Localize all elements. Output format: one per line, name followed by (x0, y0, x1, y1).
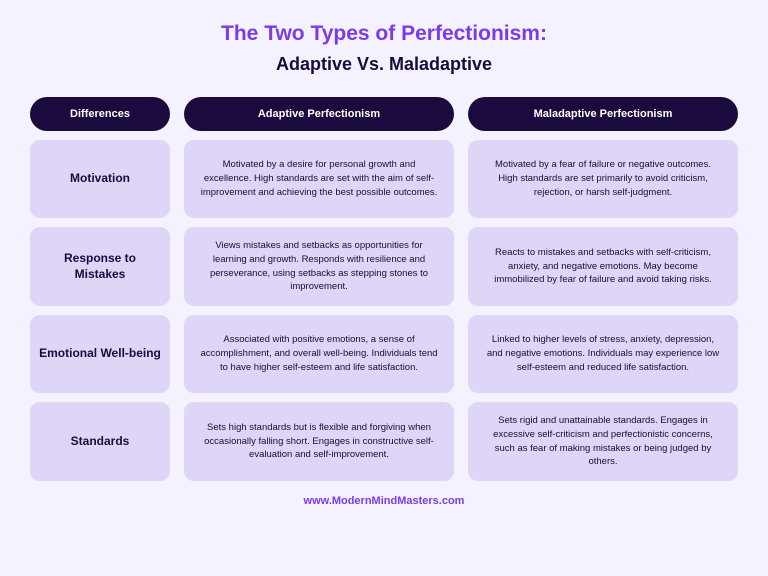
main-title: The Two Types of Perfectionism: (221, 22, 547, 46)
table-row: Response to Mistakes Views mistakes and … (30, 227, 738, 306)
header-differences: Differences (30, 97, 170, 131)
header-maladaptive: Maladaptive Perfectionism (468, 97, 738, 131)
adaptive-cell: Motivated by a desire for personal growt… (184, 140, 454, 218)
adaptive-cell: Associated with positive emotions, a sen… (184, 315, 454, 393)
maladaptive-cell: Motivated by a fear of failure or negati… (468, 140, 738, 218)
header-adaptive: Adaptive Perfectionism (184, 97, 454, 131)
row-label: Response to Mistakes (30, 227, 170, 306)
maladaptive-cell: Sets rigid and unattainable standards. E… (468, 402, 738, 481)
table-row: Motivation Motivated by a desire for per… (30, 140, 738, 218)
row-label: Motivation (30, 140, 170, 218)
maladaptive-cell: Reacts to mistakes and setbacks with sel… (468, 227, 738, 306)
adaptive-cell: Sets high standards but is flexible and … (184, 402, 454, 481)
header-row: Differences Adaptive Perfectionism Malad… (30, 97, 738, 131)
row-label: Standards (30, 402, 170, 481)
table-row: Standards Sets high standards but is fle… (30, 402, 738, 481)
footer-url: www.ModernMindMasters.com (304, 495, 465, 507)
table-row: Emotional Well-being Associated with pos… (30, 315, 738, 393)
maladaptive-cell: Linked to higher levels of stress, anxie… (468, 315, 738, 393)
row-label: Emotional Well-being (30, 315, 170, 393)
adaptive-cell: Views mistakes and setbacks as opportuni… (184, 227, 454, 306)
subtitle: Adaptive Vs. Maladaptive (276, 54, 492, 75)
comparison-table: Differences Adaptive Perfectionism Malad… (30, 97, 738, 481)
